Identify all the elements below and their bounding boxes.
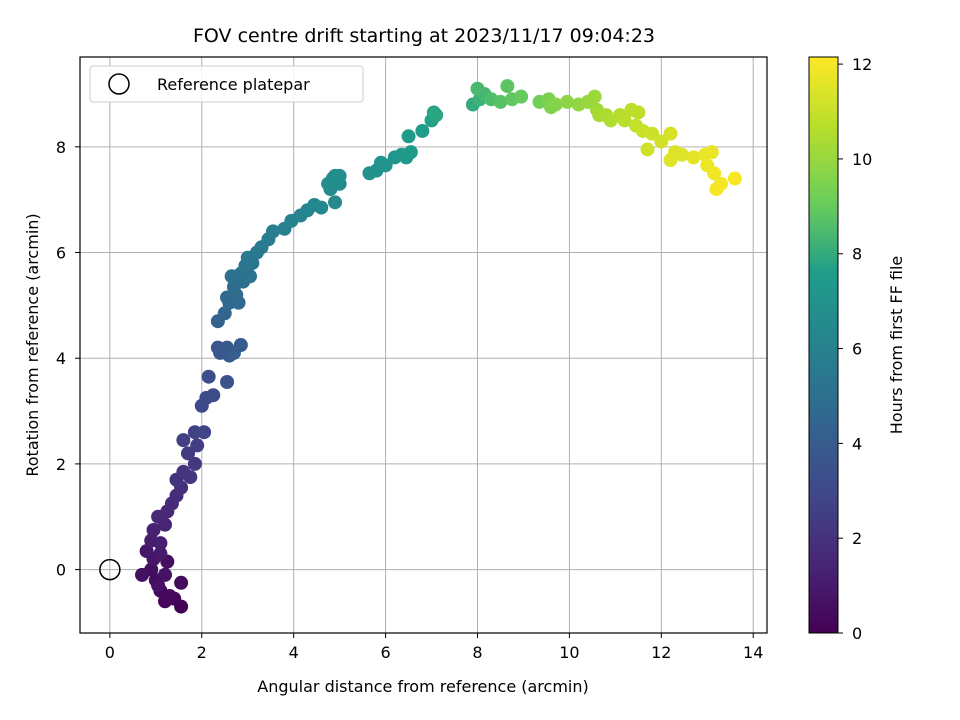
data-point [470, 82, 484, 96]
data-point [663, 153, 677, 167]
data-point [404, 145, 418, 159]
x-tick-label: 6 [380, 643, 390, 662]
data-point [663, 127, 677, 141]
legend: Reference platepar [90, 66, 363, 102]
data-point [631, 105, 645, 119]
x-tick-label: 8 [472, 643, 482, 662]
y-tick-label: 4 [56, 349, 66, 368]
colorbar-gradient [809, 57, 838, 633]
data-point [190, 438, 204, 452]
colorbar-tick-label: 10 [852, 150, 872, 169]
data-point [429, 108, 443, 122]
y-tick-label: 8 [56, 138, 66, 157]
data-point [174, 576, 188, 590]
colorbar-tick-label: 6 [852, 340, 862, 359]
x-tick-label: 0 [105, 643, 115, 662]
colorbar-tick-label: 0 [852, 624, 862, 643]
colorbar-tick-label: 4 [852, 434, 862, 453]
x-tick-label: 2 [197, 643, 207, 662]
data-point [153, 536, 167, 550]
data-point [197, 425, 211, 439]
data-point [328, 195, 342, 209]
data-point [163, 589, 177, 603]
data-point [206, 388, 220, 402]
data-point [588, 90, 602, 104]
x-tick-label: 12 [651, 643, 671, 662]
data-point [333, 169, 347, 183]
chart-title: FOV centre drift starting at 2023/11/17 … [193, 25, 655, 47]
data-point [135, 568, 149, 582]
data-point [728, 172, 742, 186]
y-tick-label: 6 [56, 244, 66, 263]
colorbar-tick-label: 8 [852, 245, 862, 264]
data-point [705, 145, 719, 159]
colorbar-tick-label: 2 [852, 529, 862, 548]
y-axis-label: Rotation from reference (arcmin) [23, 213, 42, 476]
data-point [500, 79, 514, 93]
legend-label: Reference platepar [157, 75, 310, 94]
colorbar-label: Hours from first FF file [887, 256, 906, 435]
y-tick-label: 2 [56, 455, 66, 474]
colorbar-tick-label: 12 [852, 55, 872, 74]
data-point [402, 129, 416, 143]
data-point [641, 142, 655, 156]
x-tick-label: 10 [559, 643, 579, 662]
data-point [183, 470, 197, 484]
data-point [220, 375, 234, 389]
data-point [176, 433, 190, 447]
y-tick-label: 0 [56, 561, 66, 580]
data-point [709, 182, 723, 196]
data-point [227, 346, 241, 360]
data-point [321, 177, 335, 191]
x-tick-label: 14 [743, 643, 763, 662]
data-point [202, 370, 216, 384]
data-point [158, 568, 172, 582]
data-point [415, 124, 429, 138]
x-axis-label: Angular distance from reference (arcmin) [257, 677, 588, 696]
data-point [514, 90, 528, 104]
x-tick-label: 4 [289, 643, 299, 662]
data-point [314, 201, 328, 215]
